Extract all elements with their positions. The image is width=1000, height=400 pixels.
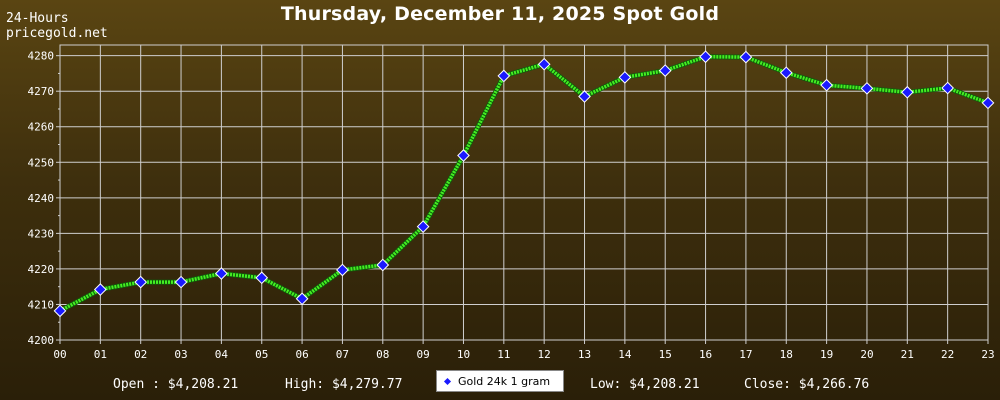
data-point xyxy=(376,258,390,272)
legend-label: Gold 24k 1 gram xyxy=(458,374,551,388)
high-stat: High: $4,279.77 xyxy=(285,377,403,392)
y-tick-label: 4200 xyxy=(28,334,55,347)
x-tick-label: 04 xyxy=(215,348,229,361)
x-tick-label: 14 xyxy=(618,348,632,361)
period-label: 24-Hours xyxy=(6,11,69,26)
data-point xyxy=(779,66,793,80)
legend-marker xyxy=(443,377,452,385)
data-point xyxy=(174,275,188,289)
site-label: pricegold.net xyxy=(6,26,108,41)
x-tick-label: 12 xyxy=(538,348,551,361)
data-point xyxy=(134,275,148,289)
close-stat: Close: $4,266.76 xyxy=(744,377,870,392)
x-tick-label: 02 xyxy=(134,348,147,361)
data-point xyxy=(215,267,228,280)
data-point xyxy=(658,64,672,77)
x-tick-label: 07 xyxy=(336,348,349,361)
y-tick-label: 4250 xyxy=(28,156,55,169)
data-point xyxy=(900,85,914,99)
x-tick-label: 06 xyxy=(295,348,308,361)
x-tick-label: 16 xyxy=(699,348,712,361)
y-tick-label: 4230 xyxy=(28,227,55,240)
data-point xyxy=(578,90,591,103)
series-line xyxy=(59,54,989,313)
x-tick-label: 15 xyxy=(659,348,672,361)
y-tick-label: 4280 xyxy=(28,50,55,63)
x-tick-label: 11 xyxy=(497,348,510,361)
data-point xyxy=(981,96,995,110)
open-stat: Open : $4,208.21 xyxy=(113,377,239,392)
x-tick-label: 05 xyxy=(255,348,268,361)
y-tick-label: 4220 xyxy=(28,263,55,276)
data-point xyxy=(860,81,874,95)
x-tick-label: 03 xyxy=(174,348,187,361)
data-point xyxy=(699,50,712,64)
x-tick-label: 08 xyxy=(376,348,389,361)
y-tick-label: 4240 xyxy=(28,192,55,205)
chart-title: Thursday, December 11, 2025 Spot Gold xyxy=(280,3,720,25)
x-tick-label: 10 xyxy=(457,348,470,361)
x-tick-label: 01 xyxy=(94,348,107,361)
data-point xyxy=(93,283,107,296)
legend: Gold 24k 1 gram xyxy=(436,370,564,392)
data-point xyxy=(295,292,309,306)
data-point xyxy=(53,304,67,318)
data-point xyxy=(820,78,833,92)
x-tick-label: 19 xyxy=(820,348,833,361)
x-tick-label: 17 xyxy=(739,348,752,361)
low-stat: Low: $4,208.21 xyxy=(590,377,700,392)
data-point xyxy=(941,81,955,95)
x-tick-label: 09 xyxy=(417,348,430,361)
data-point xyxy=(497,69,511,83)
data-point xyxy=(537,57,551,71)
series-line-shadow xyxy=(58,54,989,314)
x-tick-label: 18 xyxy=(780,348,793,361)
data-point xyxy=(618,70,632,84)
x-tick-label: 20 xyxy=(860,348,873,361)
data-point xyxy=(255,271,269,285)
data-point xyxy=(739,50,753,64)
data-point xyxy=(457,149,470,162)
y-tick-label: 4260 xyxy=(28,121,55,134)
x-tick-label: 22 xyxy=(941,348,954,361)
x-tick-label: 00 xyxy=(53,348,66,361)
y-tick-label: 4270 xyxy=(28,85,55,98)
data-point xyxy=(336,263,349,277)
x-tick-label: 23 xyxy=(981,348,994,361)
data-point xyxy=(416,220,430,233)
x-tick-label: 13 xyxy=(578,348,591,361)
y-tick-label: 4210 xyxy=(28,298,55,311)
x-tick-label: 21 xyxy=(901,348,914,361)
